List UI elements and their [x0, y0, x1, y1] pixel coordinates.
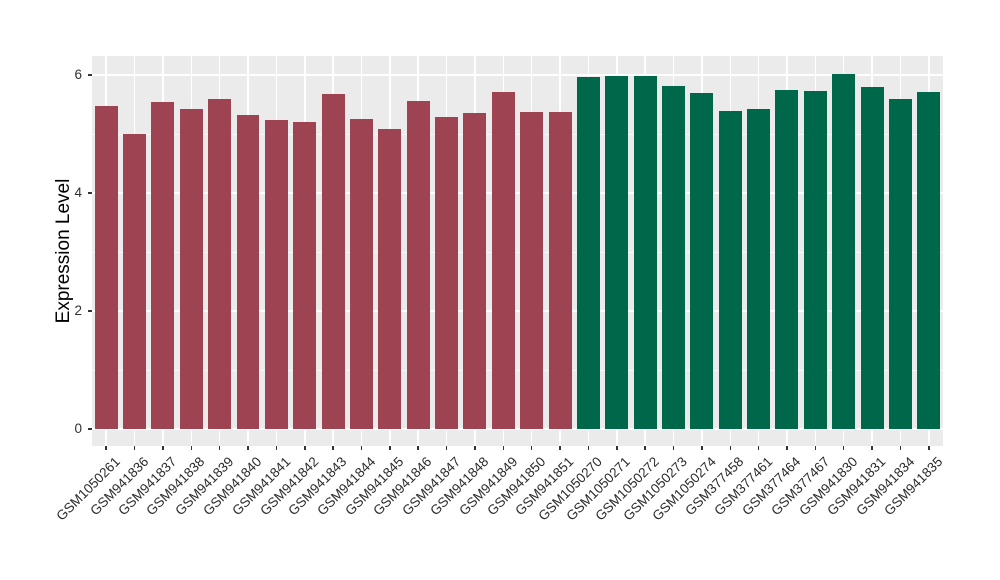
y-tick-mark — [88, 74, 92, 76]
x-tick-mark — [133, 446, 136, 450]
x-tick-mark — [587, 446, 590, 450]
x-tick-mark — [729, 446, 731, 450]
x-tick-mark — [786, 446, 788, 450]
bar — [576, 77, 600, 429]
gridline-major — [92, 74, 943, 76]
x-tick-mark — [871, 446, 873, 450]
chart-panel — [92, 56, 943, 446]
gridline-major — [92, 310, 943, 312]
x-tick-mark — [616, 446, 618, 450]
bar — [94, 106, 118, 429]
x-tick-mark — [559, 446, 561, 450]
x-tick-mark — [218, 446, 221, 450]
bar — [349, 119, 373, 429]
x-tick-mark — [644, 446, 646, 450]
bar — [832, 73, 856, 429]
x-tick-mark — [247, 446, 249, 450]
bar — [633, 75, 657, 429]
x-tick-mark — [360, 446, 363, 450]
y-tick-mark — [88, 428, 92, 430]
bar — [860, 87, 884, 429]
x-tick-mark — [814, 446, 817, 450]
bar — [690, 93, 714, 429]
bar — [718, 111, 742, 429]
x-tick-mark — [502, 446, 505, 450]
x-tick-mark — [417, 446, 419, 450]
bar — [803, 90, 827, 429]
x-tick-mark — [928, 446, 930, 450]
bar — [491, 91, 515, 429]
bar — [151, 102, 175, 429]
x-tick-mark — [701, 446, 703, 450]
gridline-major — [92, 192, 943, 194]
x-tick-mark — [389, 446, 391, 450]
bar — [435, 117, 459, 429]
bar — [548, 111, 572, 429]
y-tick-mark — [88, 192, 92, 194]
bar — [264, 119, 288, 429]
bar — [293, 122, 317, 429]
gridline-minor — [92, 133, 943, 135]
x-tick-mark — [105, 446, 107, 450]
gridline-minor — [92, 251, 943, 253]
bar — [888, 99, 912, 429]
x-tick-mark — [332, 446, 334, 450]
bar — [321, 94, 345, 429]
bar — [662, 86, 685, 429]
bar — [747, 108, 771, 429]
bar — [378, 129, 402, 429]
x-tick-mark — [275, 446, 278, 450]
y-tick-label: 0 — [74, 421, 82, 436]
gridline-minor — [92, 369, 943, 371]
x-tick-mark — [445, 446, 448, 450]
x-tick-mark — [899, 446, 902, 450]
bar — [775, 89, 799, 429]
x-tick-mark — [757, 446, 760, 450]
bar — [605, 75, 629, 429]
x-tick-mark — [190, 446, 193, 450]
y-tick-mark — [88, 310, 92, 312]
bar — [179, 109, 203, 429]
bar — [123, 134, 147, 429]
x-tick-mark — [530, 446, 533, 450]
gridline-major — [92, 428, 943, 430]
y-tick-label: 6 — [74, 67, 82, 82]
x-tick-mark — [842, 446, 845, 450]
x-tick-mark — [672, 446, 675, 450]
y-tick-label: 2 — [74, 303, 82, 318]
bar — [208, 99, 232, 429]
x-tick-mark — [162, 446, 164, 450]
bar — [236, 114, 260, 429]
bar — [520, 111, 544, 429]
bar — [463, 113, 487, 429]
y-tick-label: 4 — [74, 185, 82, 200]
x-tick-mark — [474, 446, 476, 450]
x-tick-mark — [304, 446, 306, 450]
bar — [917, 92, 941, 429]
bar — [406, 100, 430, 429]
